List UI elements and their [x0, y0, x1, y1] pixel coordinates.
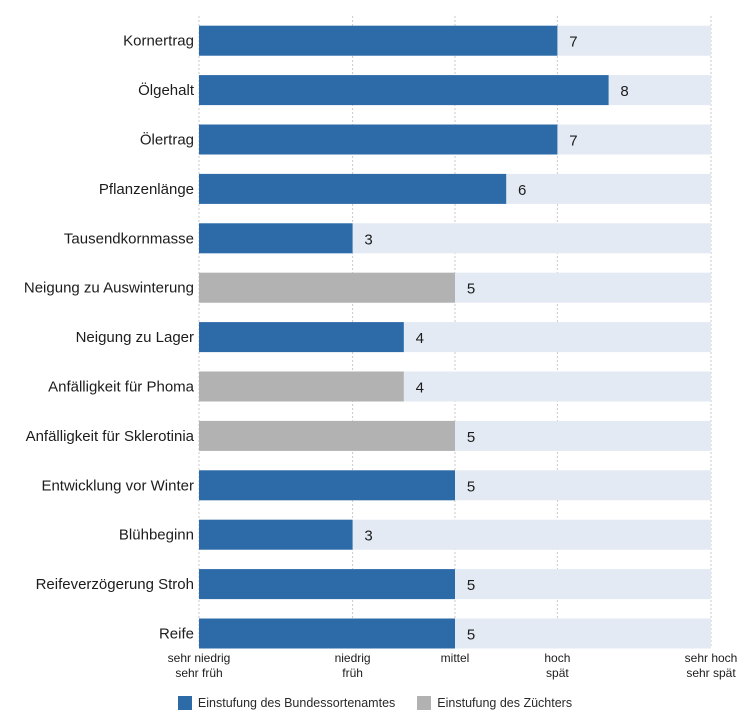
category-label: Neigung zu Lager: [76, 329, 194, 346]
value-label: 4: [416, 380, 424, 397]
bar: [199, 75, 609, 106]
legend-label-zuechter: Einstufung des Züchters: [437, 696, 573, 710]
x-tick-label: mittel: [441, 651, 470, 665]
value-label: 3: [364, 528, 372, 545]
category-label: Reife: [159, 626, 194, 643]
value-label: 5: [467, 429, 475, 446]
legend-swatch-zuechter: [417, 696, 432, 710]
legend-item-zuechter: Einstufung des Züchters: [417, 696, 572, 710]
bar: [199, 618, 455, 649]
category-label: Ölgehalt: [138, 81, 195, 99]
bar-chart: Kornertrag 7 Ölgehalt 8 Ölertrag 7 Pflanzenlän…: [24, 16, 738, 680]
bar: [199, 272, 455, 303]
legend-item-bundessortenamt: Einstufung des Bundessortenamtes: [177, 696, 396, 710]
category-label: Anfälligkeit für Sklerotinia: [26, 428, 195, 445]
bar: [199, 173, 507, 204]
category-label: Anfälligkeit für Phoma: [48, 379, 195, 396]
value-label: 4: [416, 330, 424, 347]
x-tick-label: hoch spät: [544, 651, 570, 680]
category-label: Entwicklung vor Winter: [41, 477, 194, 494]
bar: [199, 322, 404, 353]
bar: [199, 25, 558, 56]
category-label: Reifeverzögerung Stroh: [36, 576, 194, 593]
category-label: Blühbeginn: [119, 527, 194, 544]
bar: [199, 420, 455, 451]
value-label: 5: [467, 627, 475, 644]
bar: [199, 371, 404, 402]
value-label: 5: [467, 577, 475, 594]
value-label: 3: [364, 231, 372, 248]
bar: [199, 519, 353, 550]
value-label: 8: [620, 83, 628, 100]
value-label: 7: [569, 133, 577, 150]
category-label: Tausendkornmasse: [64, 230, 194, 247]
x-tick-label: niedrig früh: [335, 651, 371, 680]
category-label: Neigung zu Auswinterung: [24, 280, 194, 297]
x-tick-label: sehr niedrig sehr früh: [168, 651, 231, 680]
bar: [199, 569, 455, 600]
x-tick-label: sehr hoch sehr spät: [685, 651, 738, 680]
category-label: Kornertrag: [123, 33, 194, 50]
category-label: Pflanzenlänge: [99, 181, 194, 198]
bar: [199, 124, 558, 155]
legend-label-bundessortenamt: Einstufung des Bundessortenamtes: [197, 696, 396, 710]
category-label: Ölertrag: [140, 131, 194, 149]
legend: Einstufung des Bundessortenamtes Einstuf…: [0, 696, 750, 710]
bar: [199, 223, 353, 254]
value-label: 5: [467, 478, 475, 495]
value-label: 6: [518, 182, 526, 199]
legend-swatch-bundessortenamt: [177, 696, 192, 710]
value-label: 7: [569, 34, 577, 51]
value-label: 5: [467, 281, 475, 298]
bar: [199, 470, 455, 501]
